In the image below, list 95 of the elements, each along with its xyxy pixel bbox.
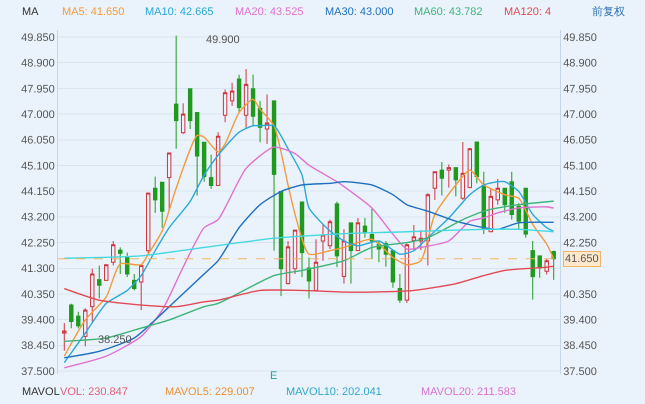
- text: MAVOL5: 229.007: [165, 386, 255, 398]
- candlestick: [118, 246, 122, 274]
- y2-tick-label: 47.000: [563, 108, 597, 121]
- candlestick: [180, 102, 186, 134]
- candlestick: [370, 207, 374, 260]
- candlestick: [174, 35, 178, 150]
- candlestick: [125, 252, 130, 278]
- y2-tick-label: 43.200: [563, 212, 597, 224]
- candlestick: [306, 256, 312, 300]
- y2-tick-label: 37.500: [563, 366, 597, 378]
- candlestick: [146, 192, 150, 255]
- candlestick: [69, 303, 74, 329]
- candlestick: [432, 171, 438, 200]
- candlestick: [152, 176, 158, 214]
- y2-tick-label: 44.150: [563, 186, 597, 198]
- y2-tick-label: 47.950: [563, 83, 597, 96]
- candlestick: [314, 238, 318, 291]
- candlestick: [90, 268, 94, 322]
- candlestick: [398, 273, 402, 304]
- y-tick-label: 42.250: [21, 237, 55, 250]
- candlestick: [160, 182, 164, 228]
- candlestick: [538, 255, 542, 278]
- line-series: [64, 266, 554, 308]
- candlestick: [97, 265, 102, 300]
- y-tick-label: 44.150: [21, 186, 55, 198]
- text: MA30: 43.000: [325, 6, 394, 18]
- candlestick: [264, 94, 270, 144]
- candlestick: [236, 74, 242, 113]
- text: MA: [22, 6, 40, 18]
- y-tick-label: 46.050: [21, 134, 55, 147]
- candlestick: [474, 141, 480, 184]
- text: MA5: 41.650: [62, 6, 124, 18]
- candlestick: [194, 112, 200, 196]
- text: MA120: 4: [504, 6, 552, 18]
- text: 前复权: [592, 6, 625, 18]
- text: MAVOL10: 202.041: [286, 386, 382, 398]
- candlestick: [446, 164, 452, 188]
- y-tick-label: 38.450: [21, 340, 55, 352]
- y-tick-label: 47.950: [21, 83, 55, 96]
- candlestick: [362, 217, 368, 238]
- candlestick: [516, 202, 521, 230]
- candlestick: [460, 141, 466, 200]
- y2-tick-label: 49.850: [563, 32, 597, 44]
- y2-tick-label: 40.350: [563, 288, 597, 301]
- y2-tick-label: 42.250: [563, 237, 597, 250]
- candlestick: [166, 152, 172, 212]
- line-series: [64, 200, 554, 342]
- candlestick: [188, 88, 192, 130]
- line-series: [64, 228, 554, 259]
- y2-tick-label: 38.450: [563, 340, 597, 352]
- candlestick: [502, 188, 507, 214]
- candlestick: [230, 82, 234, 106]
- y-tick-label: 40.350: [21, 288, 55, 301]
- candlestick: [216, 132, 220, 186]
- y2-tick-label: 39.400: [563, 314, 597, 326]
- ref-line-label: 41.650: [565, 253, 599, 265]
- candlestick: [208, 154, 214, 190]
- candlestick: [468, 147, 472, 188]
- y-tick-label: 47.000: [21, 108, 55, 121]
- text: MA10: 42.665: [145, 6, 214, 18]
- y-tick-label: 39.400: [21, 314, 55, 326]
- text: MA60: 43.782: [414, 6, 482, 18]
- y-tick-label: 48.900: [21, 58, 55, 70]
- y-tick-label: 43.200: [21, 212, 55, 224]
- y-tick-label: 45.100: [21, 160, 55, 172]
- annotation: E: [270, 370, 278, 382]
- candlestick: [496, 178, 500, 206]
- y-tick-label: 41.300: [21, 263, 55, 276]
- y2-tick-label: 46.050: [563, 134, 597, 147]
- y-tick-label: 37.500: [21, 366, 55, 378]
- candlestick: [76, 311, 80, 329]
- line-series: [64, 181, 554, 358]
- text: VOL: 230.847: [60, 386, 128, 398]
- candlestick: [454, 167, 458, 197]
- candlestick: [138, 265, 144, 311]
- candlestick: [222, 89, 228, 123]
- text: MAVOL20: 211.583: [421, 386, 516, 398]
- y2-tick-label: 48.900: [563, 58, 597, 70]
- candlestick: [412, 224, 416, 251]
- candlestick: [250, 74, 256, 126]
- candlestick: [390, 250, 396, 288]
- text: MA20: 43.525: [235, 6, 304, 18]
- annotation: 49.900: [206, 34, 240, 46]
- candlestick: [440, 161, 444, 196]
- text: MAVOL: [22, 386, 60, 398]
- y-tick-label: 49.850: [21, 32, 55, 44]
- candlestick: [244, 68, 248, 130]
- candlestick: [104, 264, 108, 281]
- candlestick: [272, 100, 276, 252]
- candlestick: [320, 224, 326, 262]
- candlestick: [530, 240, 535, 300]
- candlestick: [202, 142, 206, 182]
- candlestick: [62, 322, 67, 352]
- y2-tick-label: 45.100: [563, 160, 597, 172]
- candlestick: [278, 190, 284, 297]
